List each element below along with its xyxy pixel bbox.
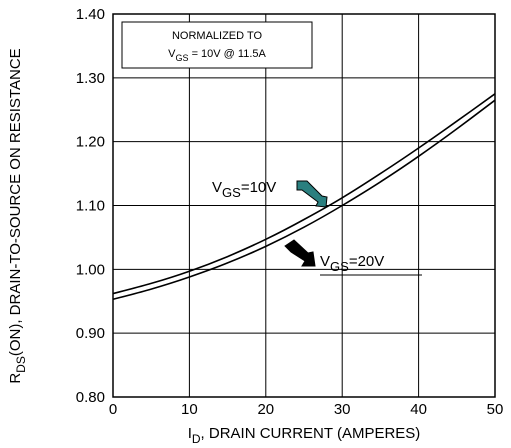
y-tick-label: 0.80	[76, 389, 105, 406]
note-box	[121, 21, 313, 69]
y-tick-label: 0.90	[76, 325, 105, 342]
y-tick-label: 1.10	[76, 198, 105, 215]
x-tick-label: 20	[257, 401, 274, 418]
series-label-vgs-10v: VGS=10V	[212, 179, 276, 200]
series-lines	[112, 93, 496, 301]
annotation-vgs-10v: VGS=10V	[212, 179, 328, 208]
normalization-note: NORMALIZED TO VGS = 10V @ 11.5A	[121, 21, 313, 69]
x-tick-label: 40	[410, 401, 427, 418]
y-tick-label: 1.30	[76, 70, 105, 87]
y-tick-label: 1.00	[76, 261, 105, 278]
y-tick-label: 1.20	[76, 134, 105, 151]
x-tick-label: 30	[334, 401, 351, 418]
arrow-10v-marker	[296, 180, 328, 208]
y-tick-labels: 0.80 0.90 1.00 1.10 1.20 1.30 1.40	[76, 6, 105, 406]
series-line-1	[112, 99, 496, 301]
x-tick-label: 0	[109, 401, 117, 418]
note-line1: NORMALIZED TO	[172, 30, 262, 42]
annotation-vgs-20v: VGS=20V	[284, 239, 422, 276]
y-tick-label: 1.40	[76, 6, 105, 23]
x-tick-label: 50	[487, 401, 504, 418]
series-label-vgs-20v: VGS=20V	[320, 253, 384, 274]
arrow-20v-marker	[284, 239, 316, 267]
note-line2: VGS = 10V @ 11.5A	[168, 48, 266, 63]
x-tick-labels: 0 10 20 30 40 50	[109, 401, 504, 418]
x-tick-label: 10	[181, 401, 198, 418]
series-line-0	[112, 93, 496, 295]
y-axis-title: RDS(ON), DRAIN-TO-SOURCE ON RESISTANCE	[7, 48, 28, 383]
grid	[113, 14, 495, 397]
x-axis-title: ID, DRAIN CURRENT (AMPERES)	[188, 425, 421, 446]
plot-frame	[112, 13, 496, 398]
